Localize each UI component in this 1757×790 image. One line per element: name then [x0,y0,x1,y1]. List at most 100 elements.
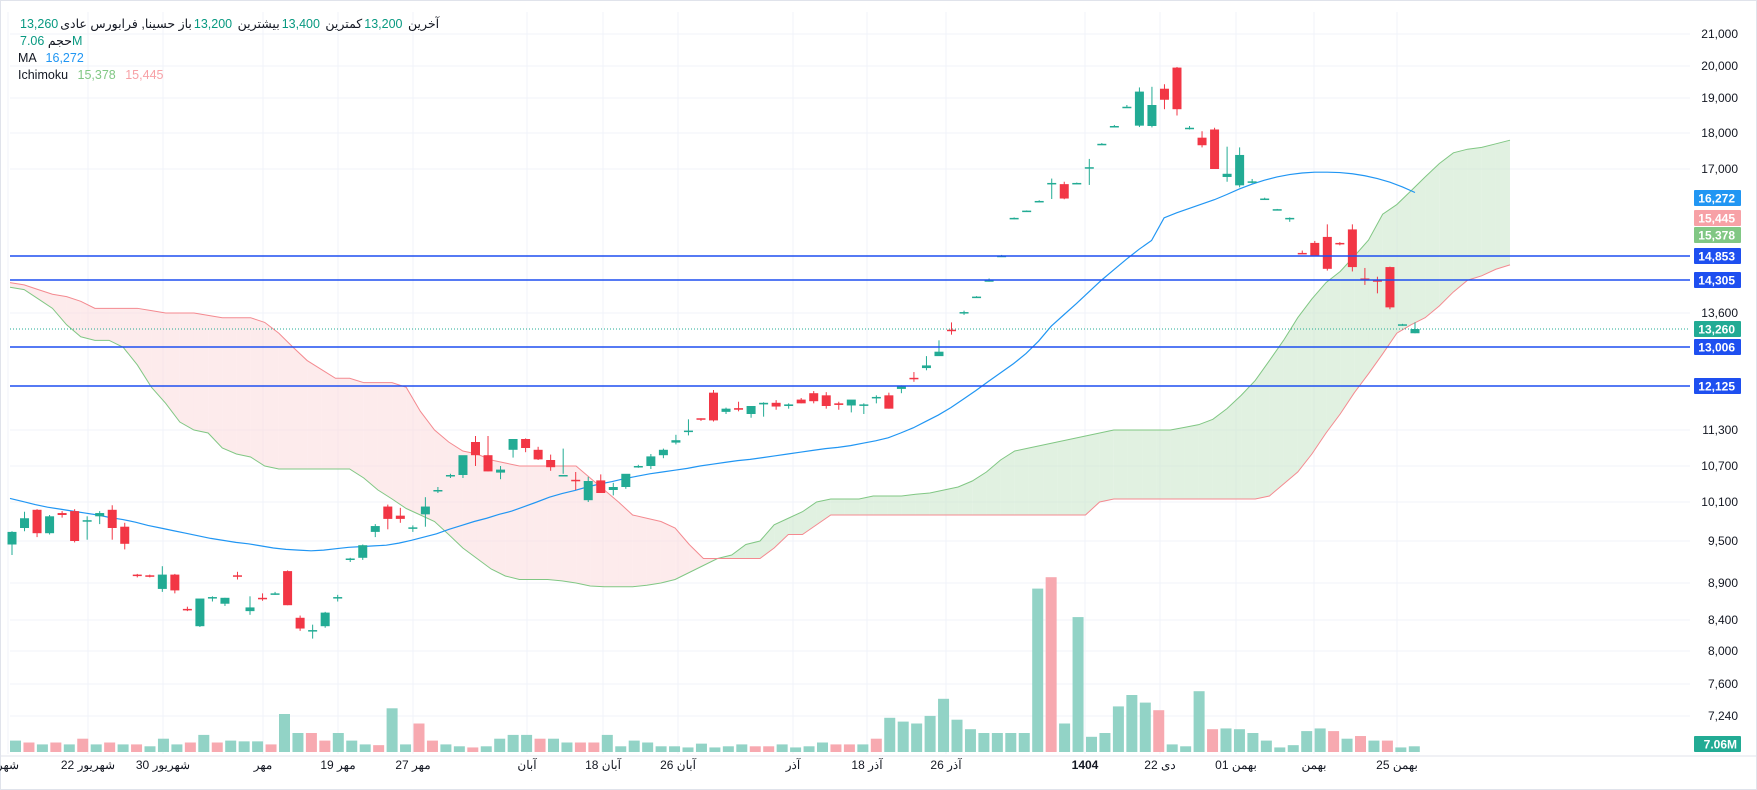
candle-body [383,506,393,519]
ichimoku-cloud-segment [561,466,577,583]
volume-bar [1247,733,1259,752]
volume-bar [319,740,331,752]
candle-body [621,473,631,487]
ichimoku-cloud-segment [264,322,279,469]
open-value: 13,200 [193,17,233,31]
candle-body [295,617,305,629]
candle-body [7,531,17,545]
ichimoku-cloud-segment [1467,147,1482,281]
volume-bar [1166,744,1178,752]
volume-bar [1045,577,1057,752]
volume-bar [1355,736,1366,752]
candle-body [1347,229,1357,268]
candle-body [408,527,418,529]
ichimoku-cloud-segment [830,499,845,515]
candle-body [420,506,430,515]
ichimoku-cloud-segment [363,382,378,490]
volume-badge [1694,736,1741,752]
ichimoku-cloud-segment [349,378,364,478]
price-badge [1694,339,1741,355]
ma-row[interactable]: MA 16,272 [18,50,439,67]
candle-body [1047,182,1057,185]
price-tick-label: 13,600 [1701,306,1738,320]
time-axis-label: 1404 [1072,758,1099,772]
volume-bar [359,744,371,752]
ichimoku-row[interactable]: Ichimoku 15,378 15,445 [18,67,439,84]
candle-body [1372,280,1382,282]
ichimoku-cloud-segment [1326,271,1341,433]
ichimoku-cloud-segment [434,430,449,535]
ichimoku-cloud-segment [1396,190,1411,334]
candle-body [95,513,105,517]
candle-body [1122,106,1132,109]
volume-bar [400,744,412,752]
volume-bar [373,745,385,752]
volume-bar [1193,691,1205,752]
volume-bar [198,734,210,752]
time-axis-label: 22 دی [1144,758,1175,772]
candle-body [232,575,242,577]
candle-body [1260,198,1270,201]
ichimoku-cloud-segment [1269,340,1284,496]
volume-bar [1126,695,1138,752]
candle-body [1097,143,1107,146]
volume-bar [1408,746,1420,752]
ichimoku-cloud-segment [491,460,506,576]
ichimoku-cloud-segment [392,382,407,509]
ichimoku-cloud-segment [915,493,930,515]
volume-bar [736,744,748,752]
volume-bar [1099,733,1111,752]
candle-body [1172,67,1182,110]
volume-bar [440,744,452,752]
ichimoku-cloud-segment [774,518,789,548]
candle-body [433,490,443,492]
time-axis-label: بهمن [1302,758,1327,772]
volume-bar [615,746,627,752]
candle-body [195,598,205,627]
ichimoku-cloud-segment [972,472,987,515]
candle-body [1410,329,1420,334]
candle-body [1397,324,1407,326]
volume-bar [790,747,802,752]
volume-bar [426,740,438,752]
volume-bar [763,746,775,752]
ichimoku-cloud-segment [278,333,294,469]
ichimoku-cloud-segment [632,515,647,587]
price-tick-label: 8,000 [1708,644,1738,658]
candle-body [721,408,731,412]
volume-bar [238,741,250,752]
volume-bar [184,742,196,752]
volume-bar [10,740,21,752]
symbol-title[interactable]: حسینا, فرابورس عادی [60,17,176,31]
ichimoku-cloud-segment [1368,214,1383,374]
price-badge-label: 14,305 [1698,274,1735,288]
candle-body [1072,182,1082,185]
volume-row[interactable]: حجم 7.06M [18,33,439,50]
ichimoku-cloud-segment [1283,317,1298,484]
ichimoku-cloud-segment [731,544,746,559]
last-value: 13,260 [20,17,59,31]
volume-bar [655,746,667,752]
candle-body [746,406,756,414]
ichimoku-cloud-segment [1311,282,1327,454]
volume-bar [534,738,546,752]
ichimoku-cloud-segment [250,317,265,466]
ichimoku-cloud-segment [406,387,421,515]
candle-body [320,612,330,627]
candle-body [370,526,380,532]
volume-bar [964,729,976,752]
ichimoku-cloud-segment [94,308,110,341]
volume-bar [1341,738,1353,752]
ichimoku-cloud-segment [646,518,661,586]
volume-bar [211,742,223,752]
volume-bar [924,715,936,752]
candle-body [909,377,919,380]
volume-value: 7.06M [20,34,83,48]
ichimoku-cloud-segment [179,313,194,430]
volume-bar [467,747,479,752]
price-badge-label: 15,445 [1698,212,1735,226]
price-tick-label: 19,000 [1701,91,1738,105]
ichimoku-cloud-segment [66,296,81,337]
